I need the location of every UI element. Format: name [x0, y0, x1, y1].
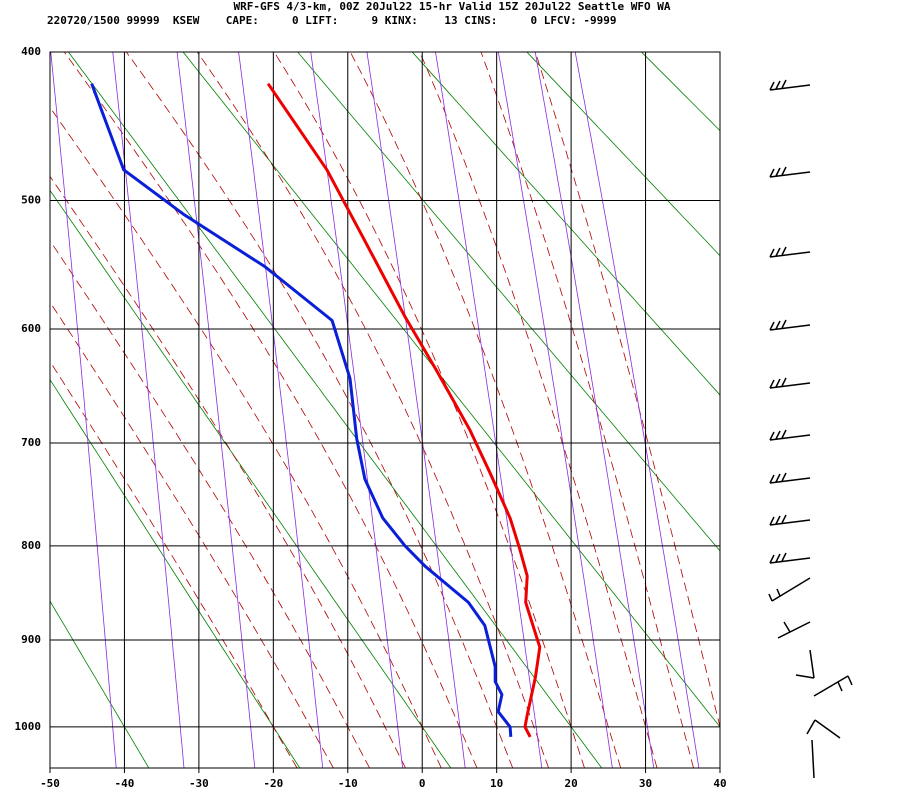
moist-adiabat [419, 52, 658, 768]
moist-adiabat [196, 52, 549, 768]
dry-adiabat [411, 52, 720, 396]
mixing-ratio-line [310, 52, 404, 768]
moist-adiabat [534, 52, 720, 729]
y-tick-label: 500 [21, 193, 41, 206]
moist-adiabat [50, 239, 370, 768]
chart-subtitle: 220720/1500 99999 KSEW CAPE: 0 LIFT: 9 K… [47, 14, 617, 27]
moist-adiabat [273, 52, 585, 768]
y-tick-label: 600 [21, 322, 41, 335]
dry-adiabat [67, 52, 603, 768]
mixing-ratio-line [50, 52, 117, 768]
mixing-ratio-line [366, 52, 466, 768]
moist-adiabat [349, 52, 622, 768]
dry-adiabat [182, 52, 720, 728]
x-tick-label: 0 [419, 777, 426, 790]
dry-adiabat [526, 52, 720, 257]
x-tick-label: -20 [263, 777, 283, 790]
wind-barb [769, 246, 811, 258]
plot-frame [49, 51, 721, 769]
dry-adiabat [50, 600, 150, 768]
y-tick-label: 800 [21, 539, 41, 552]
y-tick-label: 1000 [15, 720, 42, 733]
moist-adiabat [63, 52, 478, 768]
y-tick-label: 700 [21, 436, 41, 449]
wind-barb [769, 514, 811, 526]
moist-adiabat [50, 175, 406, 768]
moist-adiabat [50, 360, 298, 768]
wind-barb [769, 472, 811, 484]
y-tick-label: 400 [21, 45, 41, 58]
mixing-ratio-line [534, 52, 655, 768]
x-tick-label: -50 [40, 777, 60, 790]
wind-barb [769, 166, 811, 178]
x-tick-label: 40 [713, 777, 726, 790]
moist-adiabat [50, 301, 334, 768]
mixing-ratio-line [497, 52, 613, 768]
mixing-ratio-line [238, 52, 324, 768]
grid: -50 -40 -30 -20 -10 0 10 20 30 40 400 500 600 700 800 9… [15, 45, 727, 790]
dry-adiabat [50, 189, 452, 768]
wind-barb [769, 79, 811, 91]
y-tick-label: 900 [21, 633, 41, 646]
x-tick-label: -30 [189, 777, 209, 790]
wind-barb [813, 675, 853, 697]
mixing-ratio-line [574, 52, 700, 768]
wind-barb [811, 739, 815, 779]
wind-barb [769, 552, 811, 564]
wind-barb [769, 319, 811, 331]
wind-barb [806, 719, 841, 739]
x-tick-label: 20 [564, 777, 577, 790]
wind-barb [768, 577, 811, 602]
profile-line [90, 83, 513, 738]
moist-adiabat [50, 106, 442, 768]
dry-adiabat [867, 49, 900, 768]
x-tick-label: 30 [639, 777, 652, 790]
x-tick-label: -10 [338, 777, 358, 790]
mixing-ratio-line [176, 52, 256, 768]
chart-title: WRF-GFS 4/3-km, 00Z 20Jul22 15-hr Valid … [233, 0, 670, 13]
wind-barb [777, 621, 811, 639]
x-tick-label: -40 [115, 777, 135, 790]
profiles [90, 82, 542, 738]
profile-line [266, 82, 542, 738]
dry-adiabat [640, 52, 720, 132]
x-tick-label: 10 [490, 777, 503, 790]
wind-barb [769, 429, 811, 441]
moist-adiabat [480, 52, 694, 768]
wind-barb [795, 649, 815, 679]
mixing-ratio-line [112, 52, 185, 768]
wind-barb [769, 377, 811, 389]
background-lines [50, 49, 900, 768]
dry-adiabat [753, 49, 900, 768]
dry-adiabat [50, 378, 301, 768]
moist-adiabat [125, 52, 514, 768]
wind-barbs [768, 79, 853, 779]
dry-adiabat [297, 52, 720, 552]
mixing-ratio-line [435, 52, 543, 768]
